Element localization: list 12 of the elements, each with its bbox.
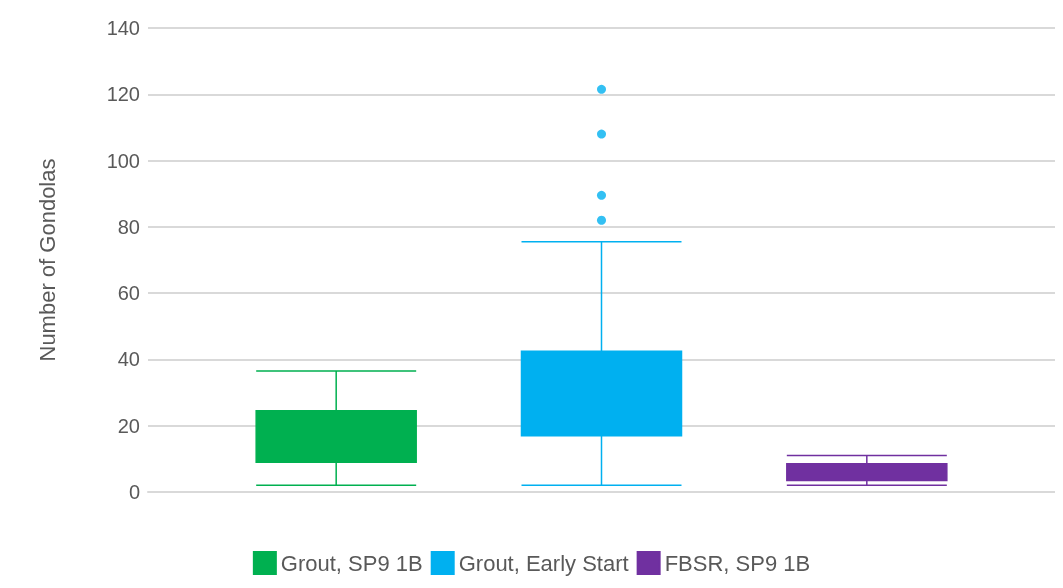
y-tick-label: 20	[117, 414, 140, 437]
legend-label: FBSR, SP9 1B	[664, 550, 811, 576]
y-axis-title: Number of Gondolas	[34, 158, 60, 362]
y-tick-label: 140	[106, 17, 140, 39]
y-tick-label: 100	[106, 149, 140, 172]
y-tick-label: 0	[128, 481, 140, 503]
legend-label: Grout, SP9 1B	[280, 550, 423, 576]
y-tick-label: 120	[106, 83, 140, 106]
y-tick-label: 80	[117, 215, 140, 238]
y-tick-label: 40	[117, 348, 140, 371]
legend-label: Grout, Early Start	[458, 550, 629, 576]
y-tick-label: 60	[117, 282, 140, 305]
